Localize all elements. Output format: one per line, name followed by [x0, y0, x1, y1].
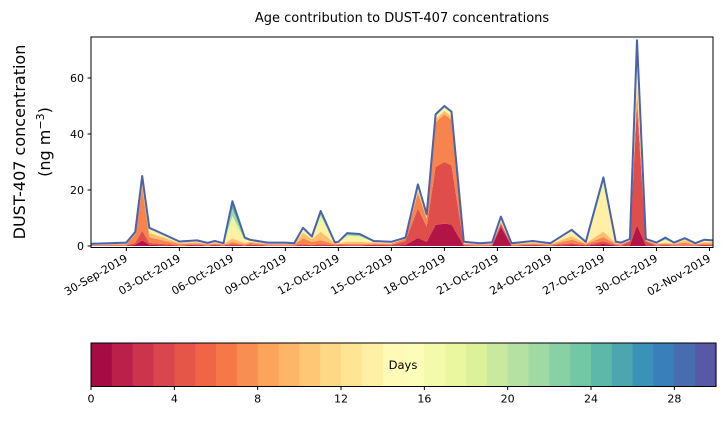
colorbar-segment: [611, 343, 634, 387]
colorbar-frame: [90, 342, 717, 387]
colorbar-segment: [486, 343, 509, 387]
colorbar-segment: [445, 343, 467, 387]
y-tick-label: 20: [70, 184, 84, 197]
colorbar-segment: [403, 343, 425, 387]
colorbar-segment: [382, 343, 405, 387]
y-tick-label: 60: [70, 72, 84, 85]
colorbar-segment: [257, 343, 280, 387]
colorbar-segment: [361, 343, 384, 387]
colorbar-segment: [216, 343, 238, 387]
colorbar-tick-label: 8: [254, 393, 261, 406]
colorbar-segment: [570, 343, 592, 387]
colorbar-segment: [195, 343, 217, 387]
colorbar-tick-label: 0: [88, 393, 95, 406]
colorbar-tick-label: 12: [334, 393, 348, 406]
colorbar-segment: [341, 343, 363, 387]
colorbar-segment: [320, 343, 342, 387]
colorbar-segment: [91, 343, 113, 387]
colorbar-segment: [236, 343, 259, 387]
colorbar-tick-label: 24: [584, 393, 598, 406]
colorbar-segment: [695, 343, 717, 387]
y-axis-unit-suffix: ): [35, 107, 54, 113]
colorbar-tick-label: 4: [171, 393, 178, 406]
total-concentration-line: [90, 39, 714, 245]
colorbar-segment: [528, 343, 550, 387]
colorbar-label: Days: [389, 358, 418, 372]
y-axis-unit-superscript: −3: [34, 113, 47, 129]
colorbar-segment: [632, 343, 655, 387]
colorbar-segment: [674, 343, 696, 387]
colorbar-tick-label: 16: [417, 393, 431, 406]
colorbar-segment: [591, 343, 613, 387]
y-tick-label: 40: [70, 128, 84, 141]
chart-title: Age contribution to DUST-407 concentrati…: [255, 11, 550, 26]
y-tick-label: 0: [77, 240, 84, 253]
colorbar-tick-label: 28: [667, 393, 681, 406]
colorbar-tick-label: 20: [501, 393, 515, 406]
plot-frame: [90, 36, 714, 248]
plot-background: [91, 37, 713, 248]
colorbar-segment: [174, 343, 196, 387]
colorbar-segment: [507, 343, 530, 387]
y-axis-label-line1: DUST-407 concentration: [10, 45, 29, 240]
colorbar-segment: [278, 343, 300, 387]
colorbar-segment: [549, 343, 571, 387]
colorbar-segment: [132, 343, 155, 387]
colorbar-segment: [299, 343, 321, 387]
colorbar-segment: [111, 343, 134, 387]
colorbar: 0 4 8 12 16 20 24 28: [88, 342, 717, 406]
plot-area: 020406030-Sep-201903-Oct-201906-Oct-2019…: [62, 36, 714, 299]
colorbar-segment: [424, 343, 446, 387]
y-axis-unit-prefix: (ng m: [35, 130, 54, 177]
colorbar-segment: [466, 343, 488, 387]
colorbar-segment: [653, 343, 675, 387]
colorbar-segment: [153, 343, 175, 387]
y-axis-label-line2: (ng m−3): [34, 107, 54, 177]
